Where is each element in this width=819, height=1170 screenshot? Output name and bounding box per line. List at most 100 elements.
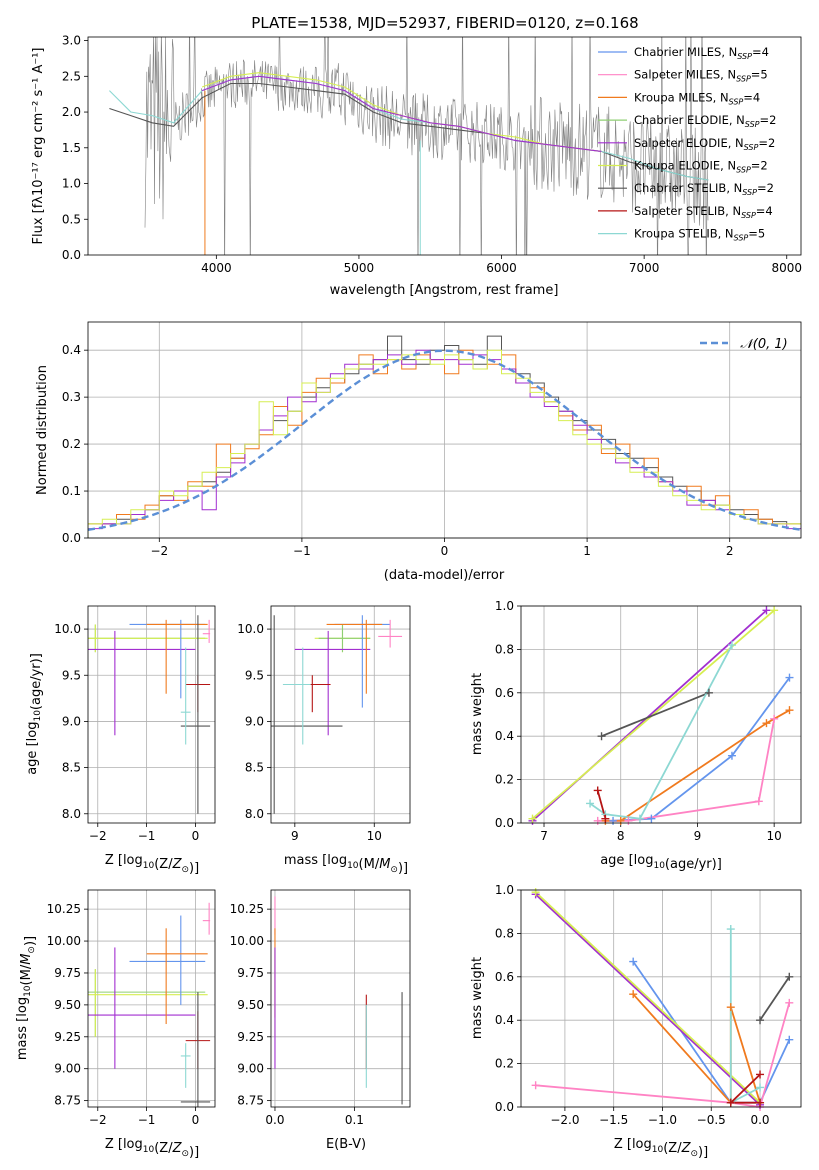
axis-label-part: (Z/ — [663, 1141, 682, 1156]
wAge-ylabel: mass weight — [470, 673, 485, 755]
axis-label-part: (M/ — [359, 857, 380, 872]
axis-label-part: )] — [23, 936, 38, 946]
weight-line — [535, 1002, 791, 1107]
legend-label-text: Chabrier MILES, N — [634, 45, 737, 59]
weight_vs_Z-ytick-label: 0.2 — [495, 1057, 514, 1071]
weight_vs_age-ytick-label: 0.8 — [495, 642, 514, 656]
legend-label: Salpeter STELIB, NSSP=4 — [634, 204, 773, 220]
weight_vs_Z-xtick-label: −1.5 — [599, 1113, 628, 1127]
weight_vs_Z-xtick-label: 0.0 — [750, 1113, 769, 1127]
weight-marker — [635, 814, 644, 823]
weight-marker — [609, 816, 618, 825]
weight_vs_Z-ytick-label: 0.6 — [495, 970, 514, 984]
spectrum-panel: 4000 5000 6000 7000 8000 0.0 0.5 1.0 1.5 2.0 2.5 3.… — [62, 34, 802, 275]
age_vs_Z-plot — [88, 615, 211, 814]
spectrum-xtick-label: 5000 — [344, 261, 375, 275]
weight-marker — [629, 957, 638, 966]
weight-marker — [593, 786, 602, 795]
axis-label-part: Z — [172, 1141, 183, 1156]
legend-label-sub: SSP — [734, 234, 749, 243]
legend-label-count: =2 — [751, 159, 768, 173]
normal-curve — [88, 349, 801, 531]
weight_vs_Z-plot — [534, 891, 791, 1107]
axis-label-part: Z — [681, 1141, 692, 1156]
mass_vs_EBV-ytick-label: 9.25 — [237, 1030, 264, 1044]
age_vs_mass-ytick-label: 10.0 — [237, 622, 264, 636]
weight_vs_Z-ytick-label: 0.8 — [495, 926, 514, 940]
legend-label-count: =2 — [760, 113, 777, 127]
mass_vs_Z-plot — [88, 902, 211, 1107]
weight-marker — [727, 641, 736, 650]
mass_vs_Z-ytick-label: 10.25 — [47, 902, 81, 916]
ebv-xlabel: E(B-V) — [326, 1137, 366, 1152]
mass_vs_Z-ytick-label: 9.00 — [54, 1062, 81, 1076]
wZ-ylabel: mass weight — [470, 957, 485, 1039]
mass_vs_EBV-panel: 0.0 0.1 8.75 9.00 9.25 9.50 9.75 10.00 10.25 — [230, 889, 411, 1127]
weight_vs_age-ytick-label: 0.2 — [495, 773, 514, 787]
spectrum-ylabel: Flux [fλ10⁻¹⁷ erg cm⁻² s⁻¹ A⁻¹] — [31, 48, 46, 245]
axis-label-sub: 10 — [653, 861, 665, 871]
axis-label-part: log — [123, 853, 143, 868]
axis-label-part: (age/yr)] — [29, 653, 44, 710]
spectrum-xlabel: wavelength [Angstrom, rest frame] — [330, 283, 559, 298]
age_vs_Z-ytick-label: 9.0 — [62, 714, 81, 728]
residuals-frame — [87, 321, 802, 539]
axis-label-part: log — [327, 853, 347, 868]
legend-label-text: Salpeter MILES, N — [634, 68, 736, 82]
mass_vs_Z-ytick-label: 10.00 — [47, 934, 81, 948]
weight_vs_age-frame — [520, 605, 802, 824]
axis-label-part: (Z/ — [154, 857, 173, 872]
legend-label-sub: SSP — [737, 52, 752, 61]
legend-label-text: Salpeter STELIB, N — [634, 204, 741, 218]
axis-label-sub: 10 — [347, 861, 359, 871]
legend-label-text: Kroupa MILES, N — [634, 90, 729, 104]
spectrum-xtick-label: 6000 — [486, 261, 517, 275]
residuals-ytick-label: 0.4 — [62, 343, 81, 357]
weight_vs_Z-ytick-label: 1.0 — [495, 883, 514, 897]
age_vs_mass-ytick-label: 8.0 — [245, 807, 264, 821]
weight-marker — [770, 714, 779, 723]
ageMass-xlabel: mass [log10(M/M⊙)] — [284, 853, 408, 876]
axis-label-part: age [ — [600, 853, 633, 868]
age_vs_Z-ytick-label: 8.0 — [62, 807, 81, 821]
mass_vs_EBV-xtick-label: 0.1 — [345, 1113, 364, 1127]
axis-label-part: Z [ — [105, 853, 123, 868]
observed-spectrum — [144, 37, 709, 255]
axis-label-part: mass [ — [15, 1017, 30, 1060]
weight_vs_age-ytick-label: 1.0 — [495, 599, 514, 613]
axis-label-part: )] — [189, 861, 199, 876]
mass_vs_EBV-ytick-label: 9.00 — [237, 1062, 264, 1076]
spectrum-model-line — [109, 82, 709, 181]
legend-label: Salpeter MILES, NSSP=5 — [634, 68, 768, 84]
legend-label: Kroupa ELODIE, NSSP=2 — [634, 159, 768, 175]
axis-label-sub: 10 — [652, 1145, 664, 1155]
weight_vs_Z-frame — [520, 889, 802, 1108]
axis-label-part: )] — [398, 861, 408, 876]
weight-marker — [531, 888, 540, 897]
legend-label-sub: SSP — [744, 143, 759, 152]
age_vs_mass-ytick-label: 9.0 — [245, 714, 264, 728]
weight_vs_age-plot — [531, 609, 791, 822]
spectrum-model-line — [109, 75, 709, 181]
massZ-xlabel: Z [log10(Z/Z⊙)] — [105, 1137, 199, 1160]
axis-label-sub: ⊙ — [690, 1149, 698, 1159]
hist-legend-label: 𝒩(0, 1) — [740, 337, 787, 352]
legend-label-count: =5 — [751, 68, 768, 82]
legend-label-count: =5 — [748, 227, 765, 241]
axis-label-sub: ⊙ — [27, 946, 37, 954]
spectrum-frame — [87, 36, 802, 256]
weight_vs_age-ytick-label: 0.6 — [495, 686, 514, 700]
axis-label-sub: ⊙ — [181, 1149, 189, 1159]
legend-label: Kroupa STELIB, NSSP=5 — [634, 227, 765, 243]
legend-label-count: =4 — [743, 90, 760, 104]
residuals-plot — [88, 335, 801, 538]
spectrum-xtick-label: 4000 — [201, 261, 232, 275]
weight-marker — [531, 1081, 540, 1090]
residuals-ytick-label: 0.2 — [62, 437, 81, 451]
axis-label-part: M — [19, 954, 34, 965]
weight_vs_age-ytick-label: 0.4 — [495, 729, 514, 743]
axis-label-sub: 10 — [23, 985, 33, 997]
weight-marker — [756, 1016, 765, 1025]
age_vs_mass-panel: 9 10 8.0 8.5 9.0 9.5 10.0 — [237, 605, 411, 843]
weight_vs_age-ytick-label: 0.0 — [495, 816, 514, 830]
